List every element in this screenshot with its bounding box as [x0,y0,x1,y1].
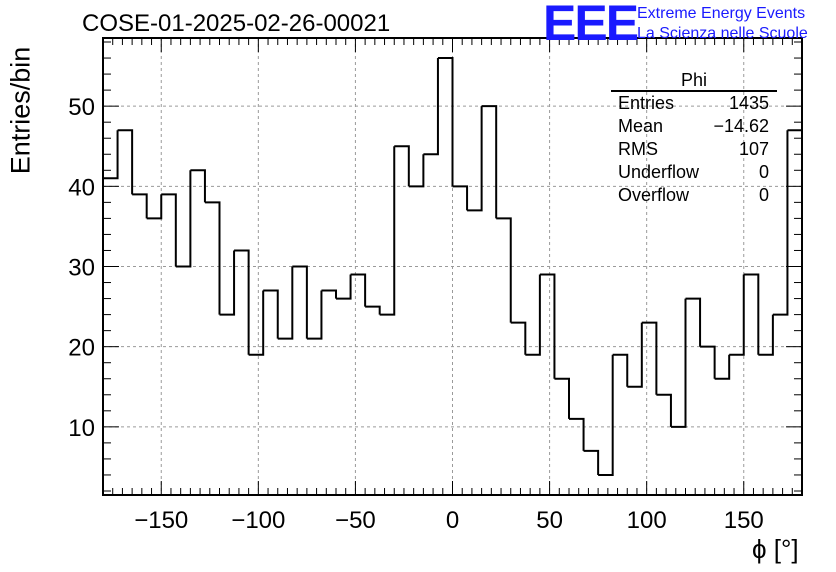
histogram-bin [554,377,570,419]
histogram-bin [408,154,425,188]
histogram-bin [306,290,323,340]
histogram-bin [583,449,600,475]
x-tick-label: −100 [231,507,285,534]
histogram-bin [656,393,672,427]
x-axis-label: ϕ [°] [752,534,799,564]
stats-row-rms: RMS 107 [611,138,777,161]
eee-logo: EEE [543,0,639,51]
histogram-bin [467,106,483,212]
y-tick-label: 20 [68,335,95,362]
histogram-bin [146,194,163,220]
histogram-bin [481,105,498,219]
x-tick-label: 100 [627,507,667,534]
histogram-bin [772,130,789,316]
y-tick-label: 30 [68,255,95,282]
tick-labels: −150 −100 −50 0 50 100 150 10 20 30 40 50 [68,94,763,534]
histogram-bin [423,58,439,156]
x-tick-label: 50 [536,507,563,534]
logo-text: Extreme Energy Events La Scienza nelle S… [637,4,808,44]
stats-row-overflow: Overflow 0 [611,184,777,207]
histogram-bin [452,185,469,211]
axes [102,37,803,496]
histogram-bin [336,274,352,300]
y-tick-label: 40 [68,174,95,201]
stats-label: Entries [618,93,675,113]
histogram-bin [175,170,192,268]
histogram-bin [394,145,410,187]
histogram-bin [277,266,294,340]
histogram-bin [685,297,702,347]
stats-label: Overflow [618,185,690,205]
histogram-bin [569,417,585,451]
stats-title: Phi [611,70,777,92]
histogram-bin [350,273,367,307]
x-tick-label: 150 [724,507,764,534]
histogram-bars [103,57,803,476]
histogram-bin [190,169,206,203]
histogram-bin [321,289,337,299]
y-tick-label: 10 [68,415,95,442]
histogram-bin [161,193,177,267]
stats-value: 1435 [728,93,769,113]
histogram-bin [219,250,236,316]
histogram-bin [132,193,148,219]
stats-label: Underflow [618,162,700,182]
y-axis-label: Entries/bin [5,46,36,175]
histogram-bin [204,201,221,315]
histogram-bin [641,321,658,395]
histogram-bin [714,354,731,380]
histogram-bin [365,305,381,315]
stats-value: 0 [758,162,769,182]
histogram-bin [627,322,643,388]
stats-row-mean: Mean −14.62 [611,115,777,138]
histogram-bin [379,146,396,316]
histogram-bin [729,274,745,356]
histogram-bin [612,353,629,387]
histogram-bin [103,130,119,180]
histogram-bin [292,265,308,339]
histogram-bin [525,274,541,356]
histogram-bin [248,290,265,356]
histogram-bin [263,289,279,339]
x-tick-label: −50 [335,507,376,534]
x-tick-label: −150 [134,507,188,534]
stats-box: Phi Entries 1435 Mean −14.62 RMS 107 Und… [611,70,777,207]
histogram-bin [598,354,614,476]
histogram-bin [117,129,134,195]
logo-line-2: La Scienza nelle Scuole [637,25,808,42]
stats-row-underflow: Underflow 0 [611,161,777,184]
histogram-bin [496,217,512,323]
histogram-bin [758,314,774,356]
stats-label: RMS [618,139,658,159]
stats-label: Mean [618,116,664,136]
histogram-bin [437,57,454,187]
logo-line-1: Extreme Energy Events [637,5,806,22]
histogram-bin [700,345,716,379]
histogram-bin [510,321,527,355]
stats-row-entries: Entries 1435 [611,92,777,115]
histogram-bin [234,249,250,355]
stats-value: −14.62 [713,116,769,136]
chart-title: COSE-01-2025-02-26-00021 [82,10,391,37]
histogram-bin [670,298,687,428]
stats-value: 107 [738,139,769,159]
y-tick-label: 50 [68,94,95,121]
histogram-bin [539,273,556,379]
histogram-bin [743,273,760,355]
x-tick-label: 0 [446,507,459,534]
stats-value: 0 [758,185,769,205]
